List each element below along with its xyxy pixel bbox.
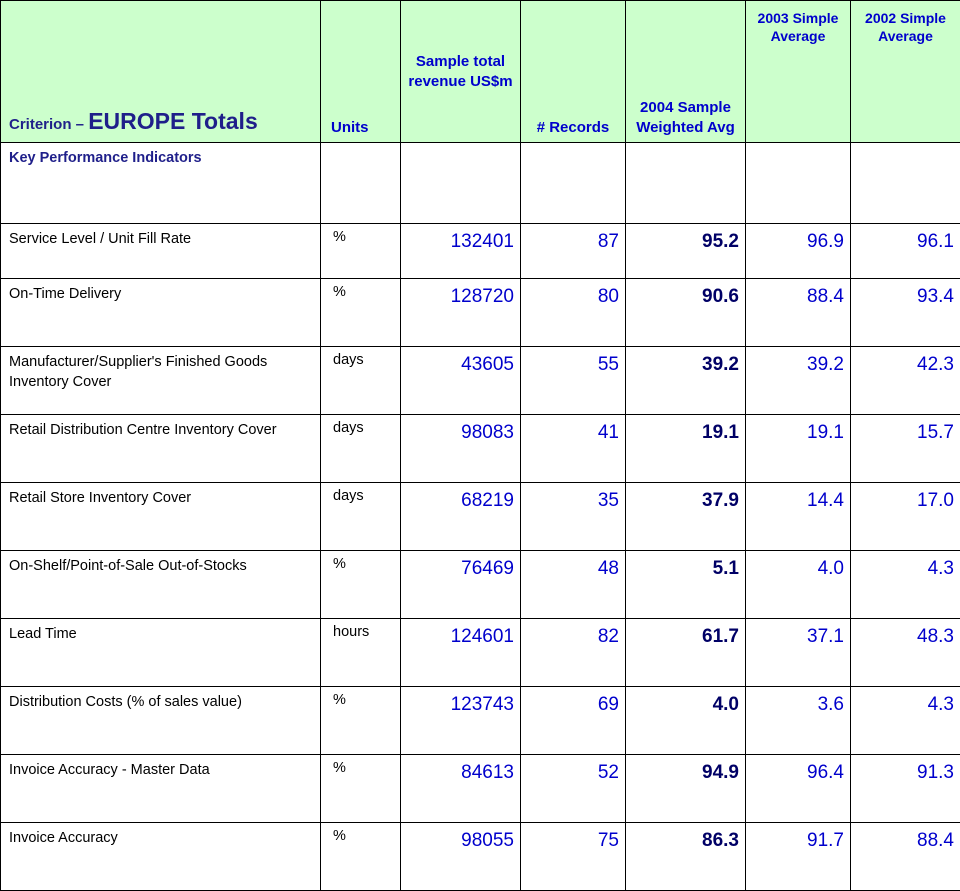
table-row: Retail Distribution Centre Inventory Cov… <box>1 415 960 483</box>
avg-2004-cell: 19.1 <box>626 415 746 483</box>
avg-2002-cell: 15.7 <box>851 415 960 483</box>
units-cell: days <box>321 483 401 551</box>
criterion-cell: On-Time Delivery <box>1 279 321 347</box>
header-records: # Records <box>521 1 626 143</box>
avg-2002-cell: 17.0 <box>851 483 960 551</box>
avg-2004-cell: 37.9 <box>626 483 746 551</box>
avg-2002-cell: 93.4 <box>851 279 960 347</box>
avg-2002-cell: 96.1 <box>851 224 960 279</box>
header-avg-2004: 2004 Sample Weighted Avg <box>626 1 746 143</box>
units-cell: days <box>321 415 401 483</box>
avg-2004-cell: 94.9 <box>626 755 746 823</box>
revenue-cell: 84613 <box>401 755 521 823</box>
records-cell: 35 <box>521 483 626 551</box>
units-cell: % <box>321 755 401 823</box>
units-cell: % <box>321 279 401 347</box>
section-label: Key Performance Indicators <box>1 143 321 224</box>
revenue-cell: 98083 <box>401 415 521 483</box>
section-row: Key Performance Indicators <box>1 143 960 224</box>
criterion-cell: Retail Distribution Centre Inventory Cov… <box>1 415 321 483</box>
header-avg-2002: 2002 Simple Average <box>851 1 960 143</box>
criterion-cell: Service Level / Unit Fill Rate <box>1 224 321 279</box>
revenue-cell: 124601 <box>401 619 521 687</box>
criterion-cell: On-Shelf/Point-of-Sale Out-of-Stocks <box>1 551 321 619</box>
avg-2002-cell: 48.3 <box>851 619 960 687</box>
avg-2003-cell: 39.2 <box>746 347 851 415</box>
avg-2003-cell: 88.4 <box>746 279 851 347</box>
revenue-cell: 123743 <box>401 687 521 755</box>
criterion-cell: Invoice Accuracy <box>1 823 321 891</box>
records-cell: 75 <box>521 823 626 891</box>
revenue-cell: 43605 <box>401 347 521 415</box>
avg-2003-cell: 37.1 <box>746 619 851 687</box>
criterion-cell: Distribution Costs (% of sales value) <box>1 687 321 755</box>
records-cell: 87 <box>521 224 626 279</box>
revenue-cell: 68219 <box>401 483 521 551</box>
avg-2002-cell: 91.3 <box>851 755 960 823</box>
header-units: Units <box>321 1 401 143</box>
avg-2004-cell: 95.2 <box>626 224 746 279</box>
avg-2004-cell: 61.7 <box>626 619 746 687</box>
records-cell: 48 <box>521 551 626 619</box>
units-cell: % <box>321 823 401 891</box>
records-cell: 55 <box>521 347 626 415</box>
avg-2002-cell: 88.4 <box>851 823 960 891</box>
revenue-cell: 128720 <box>401 279 521 347</box>
revenue-cell: 132401 <box>401 224 521 279</box>
avg-2003-cell: 96.4 <box>746 755 851 823</box>
units-cell: days <box>321 347 401 415</box>
avg-2004-cell: 90.6 <box>626 279 746 347</box>
avg-2003-cell: 3.6 <box>746 687 851 755</box>
avg-2003-cell: 96.9 <box>746 224 851 279</box>
criterion-cell: Manufacturer/Supplier's Finished Goods I… <box>1 347 321 415</box>
avg-2002-cell: 4.3 <box>851 687 960 755</box>
avg-2004-cell: 39.2 <box>626 347 746 415</box>
header-criterion-title: EUROPE Totals <box>88 108 258 134</box>
header-criterion-prefix: Criterion – <box>9 116 84 133</box>
units-cell: hours <box>321 619 401 687</box>
records-cell: 52 <box>521 755 626 823</box>
units-cell: % <box>321 224 401 279</box>
avg-2003-cell: 4.0 <box>746 551 851 619</box>
table-row: Distribution Costs (% of sales value)%12… <box>1 687 960 755</box>
criterion-cell: Retail Store Inventory Cover <box>1 483 321 551</box>
avg-2003-cell: 19.1 <box>746 415 851 483</box>
revenue-cell: 76469 <box>401 551 521 619</box>
header-row: Criterion – EUROPE Totals Units Sample t… <box>1 1 960 143</box>
records-cell: 41 <box>521 415 626 483</box>
criterion-cell: Lead Time <box>1 619 321 687</box>
table-row: Manufacturer/Supplier's Finished Goods I… <box>1 347 960 415</box>
header-revenue: Sample total revenue US$m <box>401 1 521 143</box>
header-criterion: Criterion – EUROPE Totals <box>1 1 321 143</box>
revenue-cell: 98055 <box>401 823 521 891</box>
avg-2004-cell: 5.1 <box>626 551 746 619</box>
table-row: On-Shelf/Point-of-Sale Out-of-Stocks%764… <box>1 551 960 619</box>
avg-2004-cell: 4.0 <box>626 687 746 755</box>
avg-2004-cell: 86.3 <box>626 823 746 891</box>
avg-2003-cell: 14.4 <box>746 483 851 551</box>
units-cell: % <box>321 687 401 755</box>
avg-2002-cell: 42.3 <box>851 347 960 415</box>
records-cell: 69 <box>521 687 626 755</box>
records-cell: 82 <box>521 619 626 687</box>
units-cell: % <box>321 551 401 619</box>
criterion-cell: Invoice Accuracy - Master Data <box>1 755 321 823</box>
avg-2003-cell: 91.7 <box>746 823 851 891</box>
records-cell: 80 <box>521 279 626 347</box>
header-avg-2003: 2003 Simple Average <box>746 1 851 143</box>
avg-2002-cell: 4.3 <box>851 551 960 619</box>
